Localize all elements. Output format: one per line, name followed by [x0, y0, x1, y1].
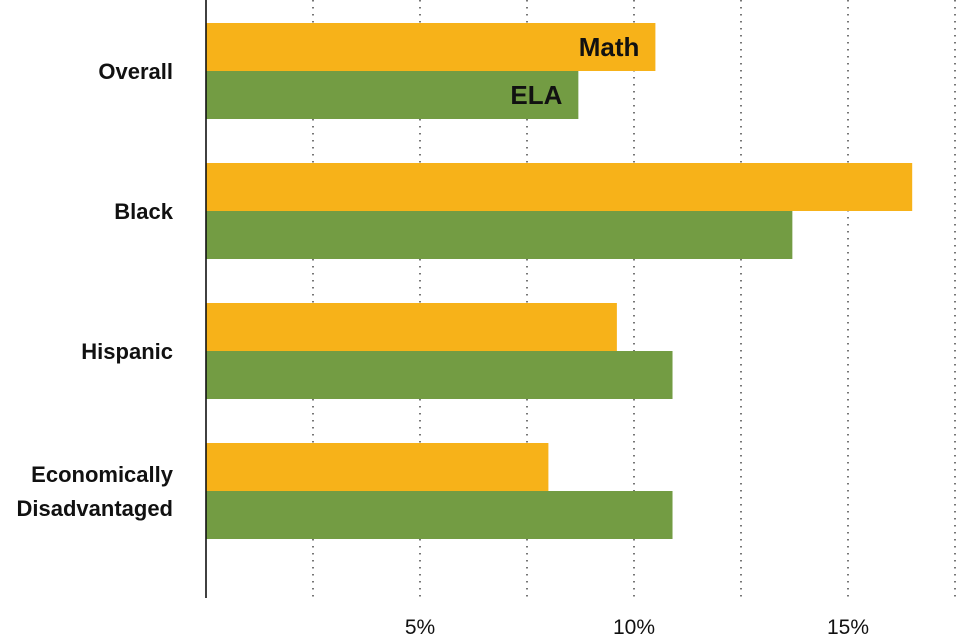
- bar-ela-2: [206, 351, 673, 399]
- x-tick-label-2: 15%: [827, 616, 869, 639]
- category-label-3-line-0: Economically: [31, 462, 174, 487]
- series-label-ela: ELA: [510, 80, 562, 110]
- labels-layer: Math ELA Overall Black Hispanic Economically D…: [17, 32, 870, 639]
- category-label-2: Hispanic: [81, 339, 173, 364]
- bars-layer: [206, 23, 913, 539]
- bar-ela-3: [206, 491, 673, 539]
- bar-ela-1: [206, 211, 793, 259]
- bar-math-1: [206, 163, 913, 211]
- x-tick-label-0: 5%: [405, 616, 435, 639]
- category-label-1: Black: [114, 199, 173, 224]
- category-label-3-line-1: Disadvantaged: [17, 496, 174, 521]
- bar-math-3: [206, 443, 549, 491]
- bar-ela-0: [206, 71, 579, 119]
- bar-math-0: [206, 23, 656, 71]
- bar-math-2: [206, 303, 617, 351]
- series-label-math: Math: [579, 32, 640, 62]
- x-tick-label-1: 10%: [613, 616, 655, 639]
- category-label-0: Overall: [98, 59, 173, 84]
